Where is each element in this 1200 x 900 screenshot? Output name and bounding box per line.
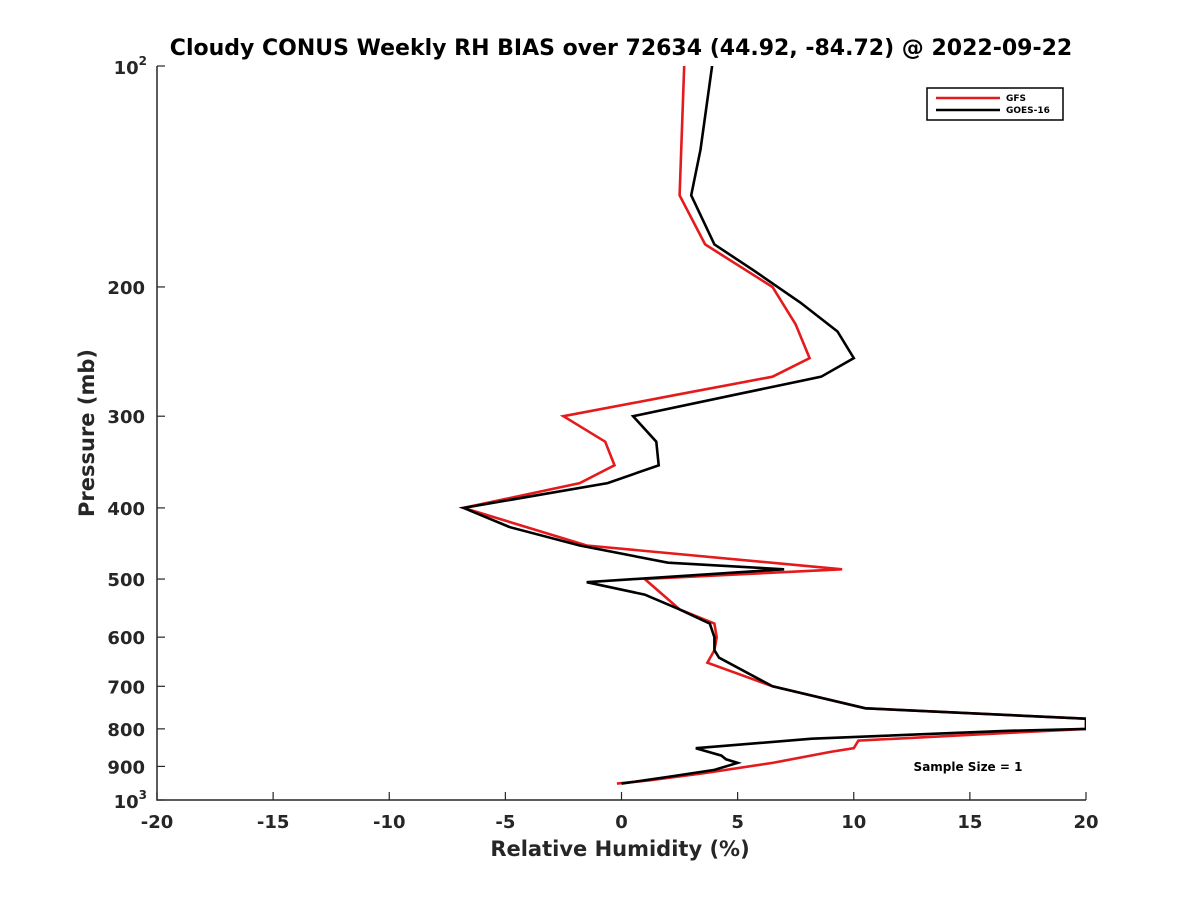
legend-label-gfs: GFS — [1006, 94, 1026, 104]
x-tick-label: -5 — [495, 812, 515, 833]
y-tick-label: 300 — [107, 407, 145, 428]
y-tick-label: 900 — [107, 757, 145, 778]
y-tick-label: 102 — [114, 54, 147, 79]
y-tick-label: 700 — [107, 677, 145, 698]
y-tick-label: 103 — [114, 788, 147, 813]
y-tick-label: 400 — [107, 499, 145, 520]
x-tick-label: -20 — [141, 812, 174, 833]
sample-size-annotation: Sample Size = 1 — [914, 760, 1023, 774]
x-tick-label: 10 — [841, 812, 866, 833]
legend-label-goes16: GOES-16 — [1006, 106, 1050, 116]
series-line-gfs — [458, 66, 1086, 785]
series-layer — [458, 66, 1086, 785]
x-tick-label: -10 — [373, 812, 406, 833]
x-axis: -20 -15 -10 -5 0 5 10 15 20 — [141, 792, 1099, 833]
y-tick-label: 800 — [107, 720, 145, 741]
x-tick-label: 20 — [1073, 812, 1098, 833]
y-tick-label: 200 — [107, 278, 145, 299]
y-tick-label: 600 — [107, 628, 145, 649]
x-axis-label: Relative Humidity (%) — [490, 837, 749, 861]
series-line-goes16 — [458, 66, 1086, 785]
legend-box — [926, 87, 1064, 121]
y-tick-label: 500 — [107, 570, 145, 591]
y-axis: 102 200 300 400 500 600 700 800 900 103 — [107, 54, 165, 813]
x-tick-label: 0 — [615, 812, 628, 833]
legend: GFS GOES-16 — [926, 87, 1064, 121]
x-tick-label: 5 — [731, 812, 744, 833]
x-tick-label: 15 — [957, 812, 982, 833]
y-axis-label: Pressure (mb) — [75, 349, 99, 517]
chart-title: Cloudy CONUS Weekly RH BIAS over 72634 (… — [170, 36, 1072, 61]
x-tick-label: -15 — [257, 812, 290, 833]
